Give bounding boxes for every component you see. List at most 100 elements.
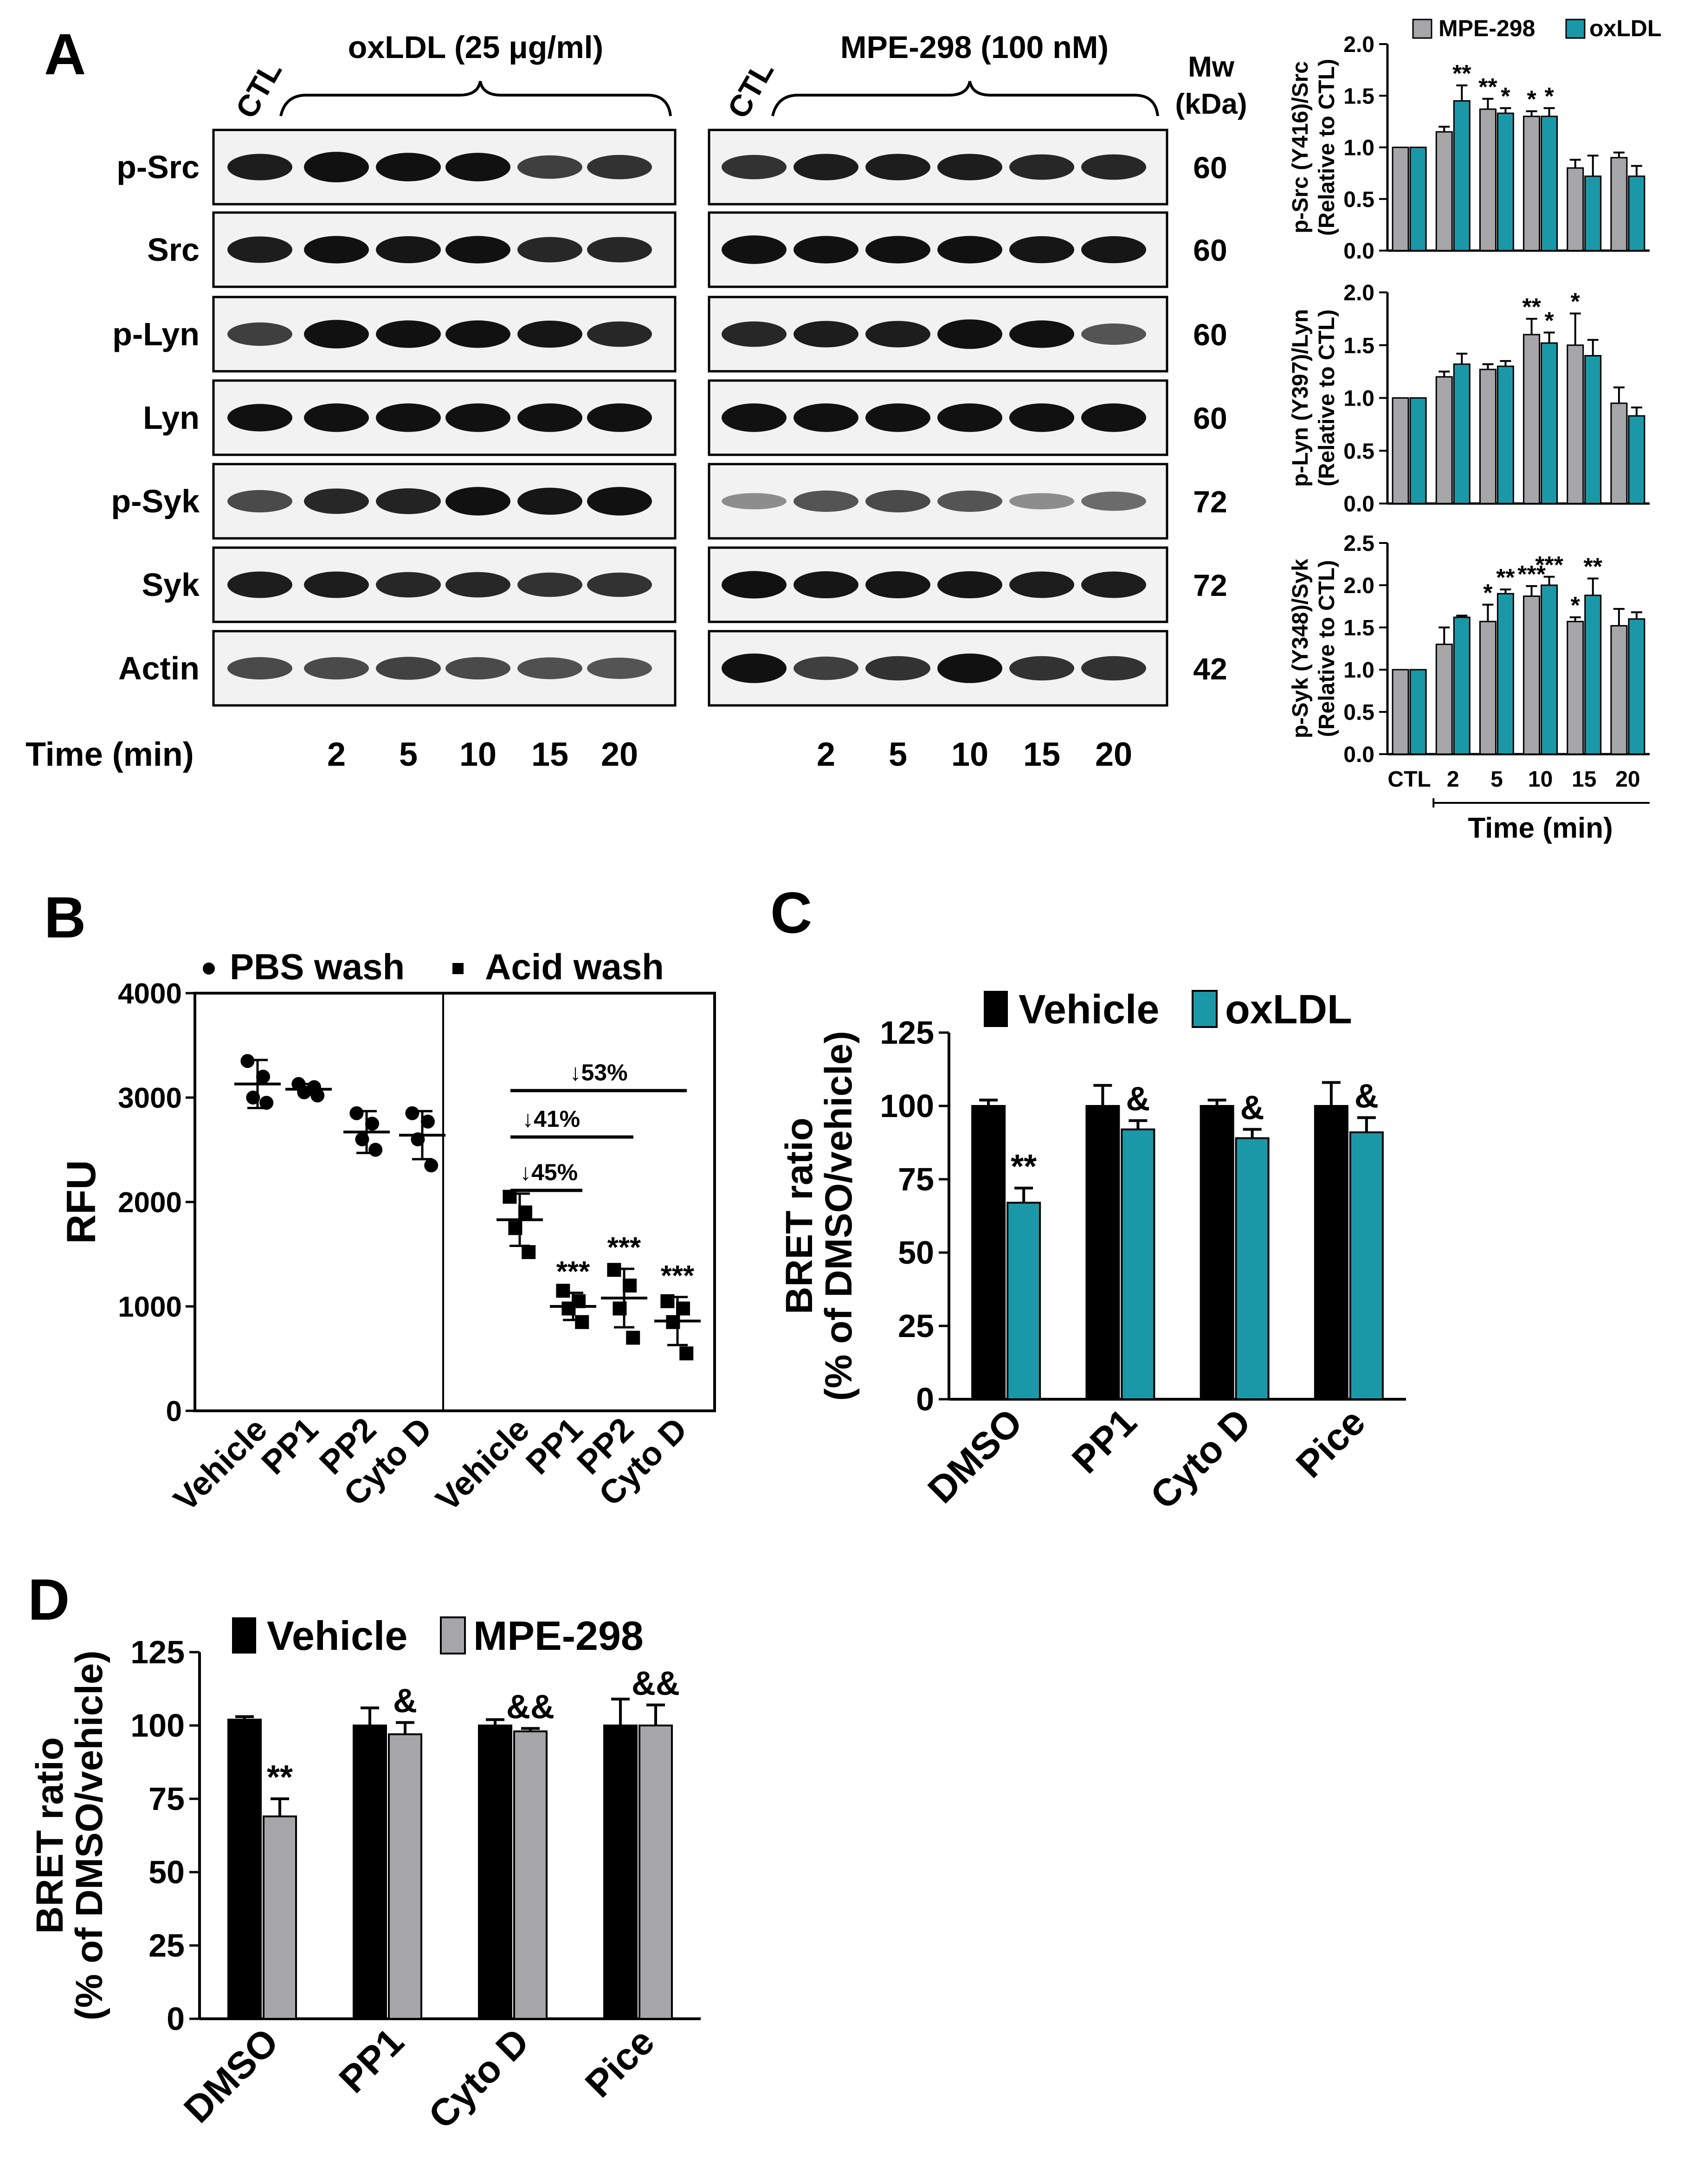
significance-mark: &: [1240, 1090, 1264, 1127]
y-axis-label: BRET ratio: [778, 1118, 820, 1314]
significance-mark: *: [1544, 83, 1554, 110]
comparison-label: ↓53%: [569, 1060, 627, 1086]
bar: [1610, 625, 1628, 755]
y-tick-label: 1.0: [1343, 387, 1374, 411]
y-axis-label: BRET ratio: [29, 1737, 71, 1934]
blot-mw-label: 42: [1193, 652, 1227, 686]
bar: [1453, 616, 1471, 755]
blot-time-point: 20: [601, 736, 638, 773]
y-tick-label: 3000: [118, 1082, 182, 1114]
blot-band: [517, 657, 582, 679]
data-point: [424, 1158, 439, 1173]
bar: [1453, 363, 1471, 504]
blot-band: [1081, 403, 1146, 432]
blot-right-header: MPE-298 (100 nM): [840, 30, 1109, 65]
blot-band: [937, 653, 1002, 683]
y-tick-label: 2.0: [1343, 574, 1374, 598]
legend-label-treatment: MPE-298: [473, 1613, 644, 1659]
bar: [1584, 594, 1602, 755]
blot-band: [1081, 323, 1146, 345]
bar: [1006, 1202, 1041, 1401]
blot-band: [445, 487, 510, 516]
bar: [1567, 344, 1584, 504]
significance-mark: &&: [506, 1688, 555, 1725]
data-point: [349, 1106, 364, 1120]
bar: [1349, 1131, 1384, 1400]
blot-band: [227, 322, 292, 346]
significance-mark: &&: [632, 1665, 680, 1702]
y-tick-label: 50: [148, 1854, 185, 1890]
y-tick-label: 0: [166, 1396, 182, 1428]
significance-mark: **: [1522, 294, 1541, 321]
data-point: [556, 1284, 570, 1298]
blot-protein-label: p-Lyn: [112, 316, 200, 352]
blot-band: [376, 657, 441, 680]
blot-time-point: 10: [951, 736, 988, 773]
bar: [1085, 1105, 1120, 1400]
blot-time-point: 5: [889, 736, 907, 773]
y-tick-label: 1000: [118, 1291, 182, 1323]
blot-band: [227, 236, 292, 263]
x-tick-label: 15: [1572, 767, 1596, 792]
y-tick-label: 0: [916, 1381, 934, 1417]
blot-band: [304, 152, 369, 182]
blot-band: [865, 321, 930, 348]
bar: [1409, 669, 1427, 755]
x-tick-label: 20: [1615, 767, 1640, 792]
y-tick-label: 2.0: [1343, 32, 1374, 57]
bar: [1567, 620, 1584, 755]
bar: [263, 1815, 297, 2020]
y-axis-label: (Relative to CTL): [1315, 310, 1339, 486]
blot-band: [865, 236, 930, 264]
blot-band: [304, 657, 369, 680]
legend-swatch-vehicle: [984, 991, 1008, 1027]
blot-band: [865, 656, 930, 681]
blot-band: [937, 491, 1002, 512]
y-tick-label: 75: [148, 1781, 185, 1817]
blot-band: [587, 403, 652, 432]
x-tick-label: PP1: [255, 1411, 326, 1482]
y-tick-label: 1.0: [1343, 136, 1374, 161]
bar: [1628, 618, 1645, 755]
data-point: [626, 1331, 640, 1345]
significance-mark: &: [393, 1683, 417, 1720]
data-point: [522, 1245, 536, 1259]
blot-band: [376, 403, 441, 432]
legend-marker-circle: [203, 963, 215, 975]
blot-band: [1081, 571, 1146, 598]
blot-band: [722, 235, 787, 264]
blot-time-point: 5: [399, 736, 418, 773]
legend-label-treatment: oxLDL: [1225, 986, 1352, 1032]
blot-time-point: 2: [817, 736, 835, 773]
blot-time-point: 20: [1095, 736, 1132, 773]
significance-mark: ***: [1517, 561, 1546, 588]
western-blot: CTL CTL oxLDL (25 μg/ml) MPE-298 (100 nM…: [26, 30, 1247, 773]
y-tick-label: 2.5: [1343, 531, 1374, 556]
blot-band: [937, 403, 1002, 432]
y-tick-label: 2.0: [1343, 281, 1374, 305]
blot-left-brace: [279, 81, 672, 116]
blot-protein-label: Src: [147, 232, 200, 268]
legend-swatch-vehicle: [232, 1617, 256, 1654]
blot-band: [304, 571, 369, 598]
panel-label-c: C: [770, 881, 812, 945]
blot-band: [722, 321, 787, 347]
bar: [1435, 131, 1453, 252]
blot-time-point: 10: [459, 736, 497, 773]
legend-swatch-treatment: [1192, 990, 1218, 1028]
legend-label-oxldl: oxLDL: [1589, 15, 1662, 41]
significance-mark: **: [1496, 564, 1515, 591]
panel-c-bret-oxldl-chart: 0 25 50 75 100 125 BRET ratio(% of DMSO/vehicl…: [778, 986, 1406, 1518]
y-tick-label: 125: [130, 1634, 185, 1670]
blot-band: [1081, 236, 1146, 264]
significance-mark: ***: [661, 1260, 695, 1292]
x-tick-label: Vehicle: [167, 1411, 274, 1518]
blot-band: [376, 488, 441, 514]
blot-band: [865, 571, 930, 599]
y-tick-label: 0.0: [1343, 492, 1374, 517]
significance-mark: ***: [1535, 552, 1563, 579]
bar: [1479, 108, 1497, 252]
bar: [1610, 402, 1628, 504]
legend-swatch-mpe298: [1412, 19, 1432, 39]
blot-mw-label: 72: [1193, 485, 1227, 519]
